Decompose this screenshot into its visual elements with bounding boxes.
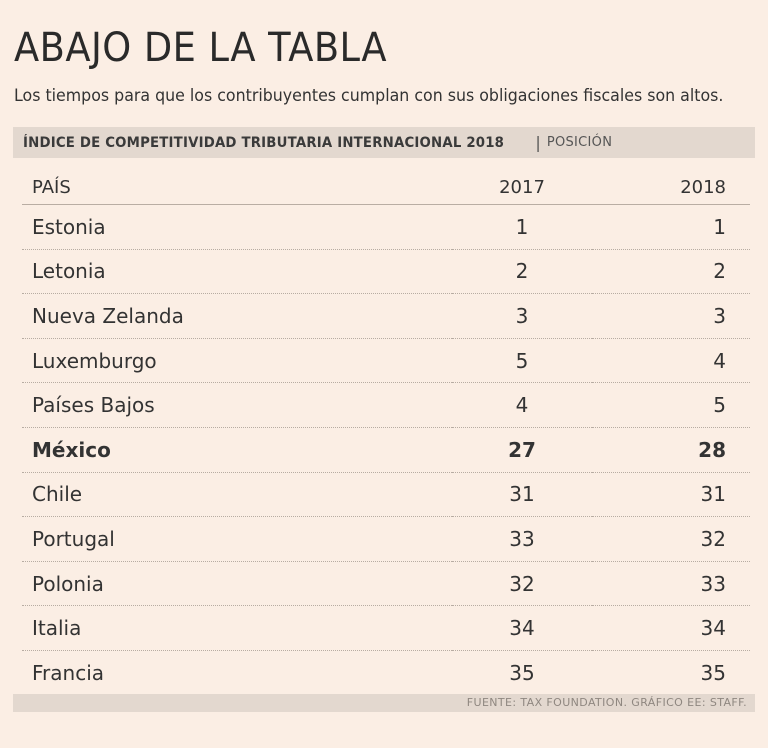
source-footer: FUENTE: TAX FOUNDATION. GRÁFICO EE: STAF… [13,694,755,712]
cell-2018: 31 [592,472,750,518]
cell-country: Francia [32,660,105,685]
cell-country: Portugal [22,516,452,562]
table-row: Italia 34 34 [22,605,750,651]
table-body: Estonia 1 1 Letonia 2 2 Nueva Zelanda 3 3 Luxembu… [22,204,750,695]
title-separator: | [535,133,541,152]
cell-country: México [22,427,452,473]
cell-2017: 35 [509,660,535,685]
cell-2018: 33 [592,561,750,607]
cell-country: Polonia [22,561,452,607]
ranking-table: PAÍS 2017 2018 Estonia 1 1 Letonia 2 2 Nueva Z… [22,170,750,695]
cell-2017: 32 [452,561,592,607]
table-row: Francia 35 35 [22,650,750,694]
cell-2017: 34 [452,605,592,651]
page-title: ABAJO DE LA TABLA [14,25,388,71]
cell-2017: 31 [452,472,592,518]
cell-2017: 33 [452,516,592,562]
table-row: México 27 28 [22,427,750,473]
cell-country: Países Bajos [22,382,452,428]
cell-2018: 32 [592,516,750,562]
cell-2017: 3 [452,293,592,339]
cell-2018: 28 [592,427,750,473]
table-header-row: PAÍS 2017 2018 [22,170,750,205]
cell-country: Italia [22,605,452,651]
cell-2018: 35 [700,660,726,685]
table-title-band: ÍNDICE DE COMPETITIVIDAD TRIBUTARIA INTE… [13,127,755,158]
cell-2018: 4 [592,338,750,384]
cell-2018: 3 [592,293,750,339]
cell-2017: 2 [452,249,592,295]
cell-country: Letonia [22,249,452,295]
cell-2018: 5 [592,382,750,428]
cell-2018: 34 [592,605,750,651]
table-row: Nueva Zelanda 3 3 [22,293,750,339]
cell-2018: 2 [592,249,750,295]
source-text: FUENTE: TAX FOUNDATION. GRÁFICO EE: STAF… [466,696,747,709]
header-2018: 2018 [592,170,750,205]
cell-2018: 1 [592,204,750,250]
table-subtitle: POSICIÓN [546,135,613,150]
table-row: Portugal 33 32 [22,516,750,562]
cell-2017: 4 [452,382,592,428]
table-row: Polonia 32 33 [22,561,750,607]
cell-country: Nueva Zelanda [22,293,452,339]
table-row: Chile 31 31 [22,472,750,518]
cell-country: Luxemburgo [22,338,452,384]
cell-country: Estonia [22,204,452,250]
table-row: Países Bajos 4 5 [22,382,750,428]
cell-country: Chile [22,472,452,518]
table-row: Letonia 2 2 [22,249,750,295]
cell-2017: 27 [452,427,592,473]
cell-2017: 1 [452,204,592,250]
table-row: Luxemburgo 5 4 [22,338,750,384]
page-subtitle: Los tiempos para que los contribuyentes … [14,86,724,106]
table-row: Estonia 1 1 [22,204,750,250]
header-country: PAÍS [22,170,452,205]
header-2017: 2017 [452,170,592,205]
cell-2017: 5 [452,338,592,384]
table-title: ÍNDICE DE COMPETITIVIDAD TRIBUTARIA INTE… [23,134,505,151]
